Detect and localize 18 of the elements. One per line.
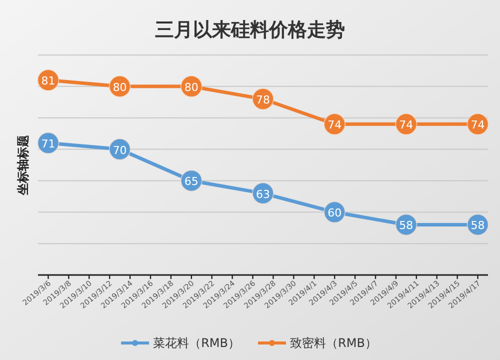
- data-label: 74: [399, 118, 414, 132]
- chart-title: 三月以来硅料价格走势: [155, 19, 345, 41]
- data-label: 81: [41, 74, 56, 88]
- data-label: 70: [112, 144, 127, 157]
- legend-label: 菜花料（RMB）: [153, 336, 240, 350]
- y-axis-title: 坐标轴标题: [16, 135, 30, 196]
- data-label: 58: [399, 219, 414, 232]
- data-label: 63: [256, 188, 270, 201]
- data-label: 80: [112, 80, 127, 94]
- legend-label: 致密料（RMB）: [290, 336, 377, 350]
- data-label: 80: [184, 80, 198, 94]
- data-label: 74: [470, 118, 485, 132]
- data-label: 58: [470, 219, 485, 232]
- data-label: 74: [328, 118, 342, 132]
- data-label: 71: [41, 138, 56, 150]
- data-label: 78: [256, 94, 270, 106]
- data-label: 65: [184, 175, 198, 188]
- data-label: 60: [328, 206, 342, 220]
